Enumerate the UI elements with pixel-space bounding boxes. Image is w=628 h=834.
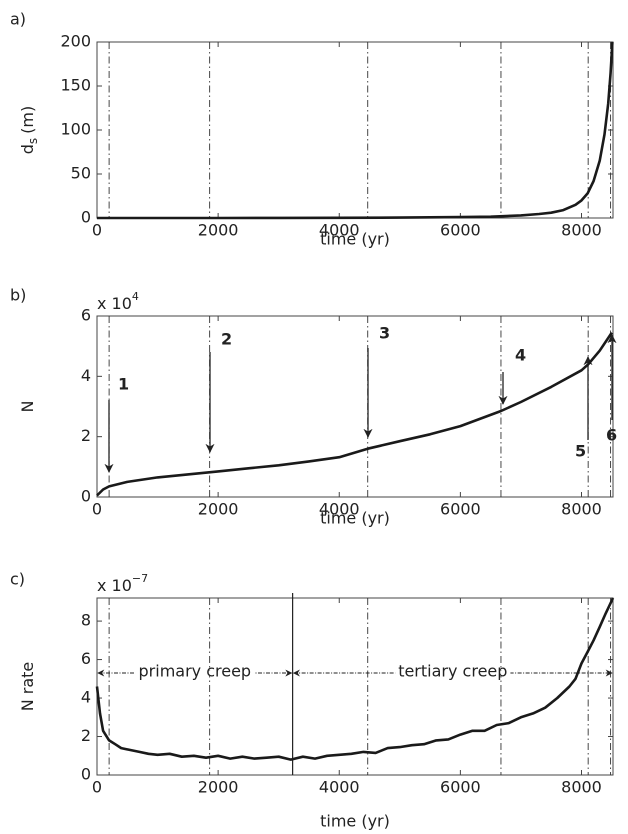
y-axis-label: ds (m) xyxy=(18,106,40,155)
y-tick-label: 150 xyxy=(60,76,91,95)
x-tick-label: 4000 xyxy=(319,221,360,240)
panel-label: b) xyxy=(10,286,26,305)
x-tick-label: 4000 xyxy=(319,500,360,519)
axis-multiplier: x 104 xyxy=(97,290,139,313)
x-tick-label: 8000 xyxy=(561,221,602,240)
y-axis-label-unit: (m) xyxy=(18,106,37,134)
axis-multiplier: x 10−7 xyxy=(97,572,148,595)
annotation-label: 3 xyxy=(379,324,390,343)
y-axis-label-text: N xyxy=(18,401,37,413)
multiplier-exp: 4 xyxy=(132,290,139,303)
x-axis-label: time (yr) xyxy=(320,509,390,528)
y-tick-label: 4 xyxy=(81,366,91,385)
plot-frame xyxy=(96,315,614,498)
y-axis-label: N xyxy=(18,401,37,413)
phase-label-bg xyxy=(135,671,255,676)
x-tick-label: 0 xyxy=(92,778,102,797)
x-tick-label: 0 xyxy=(92,221,102,240)
y-axis-label-text: N rate xyxy=(18,662,37,712)
x-tick-label: 4000 xyxy=(319,778,360,797)
data-line xyxy=(95,597,615,761)
phase-label: tertiary creep xyxy=(398,662,507,681)
data-line xyxy=(97,41,614,220)
multiplier-exp: −7 xyxy=(132,572,148,585)
x-tick-label: 8000 xyxy=(561,778,602,797)
panel-label: c) xyxy=(10,570,25,589)
x-tick-label: 2000 xyxy=(198,778,239,797)
annotation-label: 4 xyxy=(515,346,526,365)
y-tick-label: 200 xyxy=(60,32,91,51)
plot-frame xyxy=(96,41,614,219)
y-tick-label: 2 xyxy=(81,426,91,445)
y-tick-label: 0 xyxy=(81,487,91,506)
y-tick-label: 0 xyxy=(81,208,91,227)
multiplier-base: x 10 xyxy=(97,294,132,313)
plot-frame xyxy=(96,597,614,776)
y-axis-label-sub: s xyxy=(26,138,40,144)
y-tick-label: 100 xyxy=(60,120,91,139)
phase-label-bg xyxy=(395,671,511,676)
data-line xyxy=(96,331,613,497)
annotation-label: 1 xyxy=(118,375,129,394)
annotation-label: 5 xyxy=(575,442,586,461)
x-tick-label: 8000 xyxy=(561,500,602,519)
x-tick-label: 2000 xyxy=(198,221,239,240)
y-tick-label: 8 xyxy=(81,611,91,630)
y-tick-label: 50 xyxy=(71,164,91,183)
phase-label: primary creep xyxy=(139,662,252,681)
y-tick-label: 4 xyxy=(81,688,91,707)
x-axis-label: time (yr) xyxy=(320,230,390,249)
x-axis-label: time (yr) xyxy=(320,812,390,831)
x-tick-label: 0 xyxy=(92,500,102,519)
y-axis-label: N rate xyxy=(18,662,37,712)
x-tick-label: 6000 xyxy=(440,778,481,797)
y-tick-label: 2 xyxy=(81,726,91,745)
y-tick-label: 6 xyxy=(81,649,91,668)
panel-label: a) xyxy=(10,10,26,29)
annotation-label: 6 xyxy=(606,426,617,445)
multiplier-base: x 10 xyxy=(97,576,132,595)
x-tick-label: 6000 xyxy=(440,500,481,519)
x-tick-label: 6000 xyxy=(440,221,481,240)
y-tick-label: 0 xyxy=(81,765,91,784)
y-axis-label-text: d xyxy=(18,144,37,154)
y-tick-label: 6 xyxy=(81,306,91,325)
annotation-label: 2 xyxy=(221,330,232,349)
x-tick-label: 2000 xyxy=(198,500,239,519)
